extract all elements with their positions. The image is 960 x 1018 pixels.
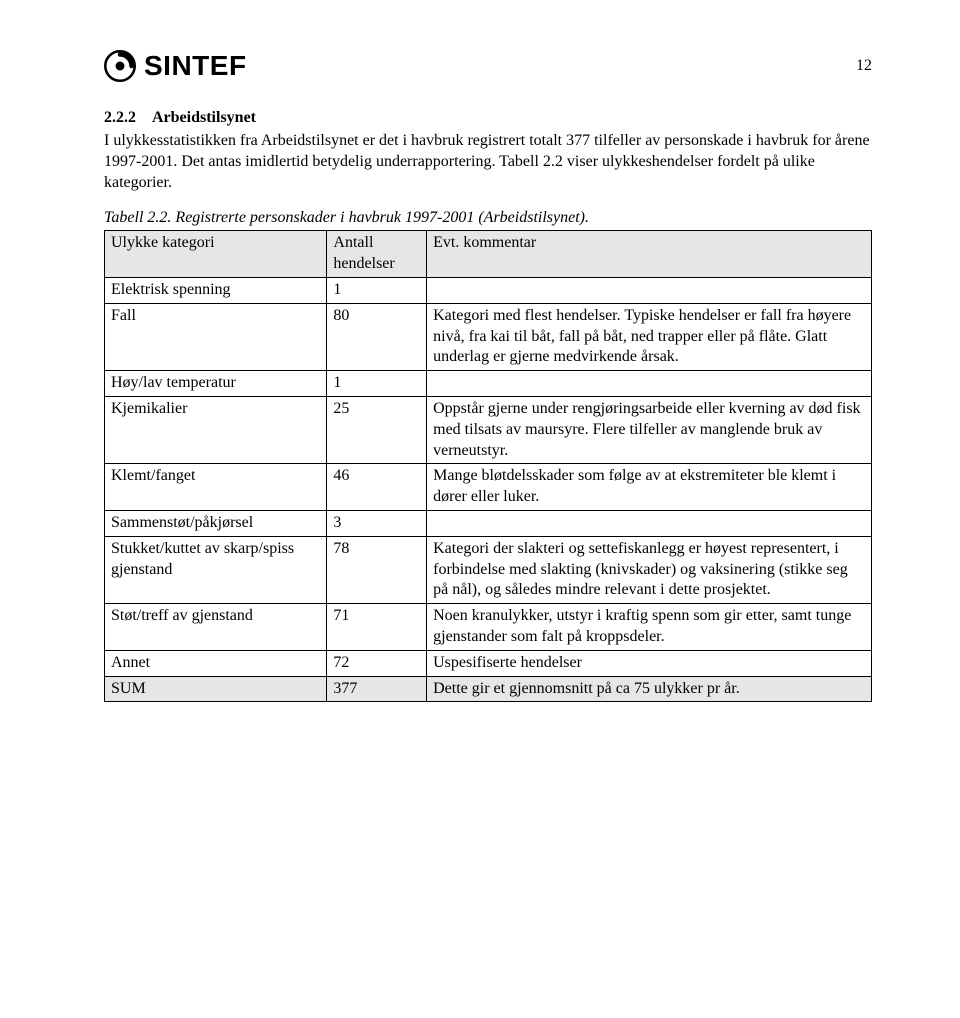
cell-comment	[427, 510, 872, 536]
cell-category: Støt/treff av gjenstand	[105, 604, 327, 651]
table-header-row: Ulykke kategori Antall hendelser Evt. ko…	[105, 231, 872, 278]
cell-count: 1	[327, 371, 427, 397]
cell-category: Elektrisk spenning	[105, 277, 327, 303]
table-row: Annet 72 Uspesifiserte hendelser	[105, 650, 872, 676]
table-row: Støt/treff av gjenstand 71 Noen kranulyk…	[105, 604, 872, 651]
cell-category: Kjemikalier	[105, 396, 327, 463]
col-count: Antall hendelser	[327, 231, 427, 278]
heading-number: 2.2.2	[104, 108, 152, 129]
cell-category: Stukket/kuttet av skarp/spiss gjenstand	[105, 536, 327, 603]
cell-count: 1	[327, 277, 427, 303]
cell-count: 71	[327, 604, 427, 651]
table-row: Sammenstøt/påkjørsel 3	[105, 510, 872, 536]
col-category: Ulykke kategori	[105, 231, 327, 278]
table-sum-row: SUM 377 Dette gir et gjennomsnitt på ca …	[105, 676, 872, 702]
cell-sum-label: SUM	[105, 676, 327, 702]
cell-sum-count: 377	[327, 676, 427, 702]
cell-comment: Kategori der slakteri og settefiskanlegg…	[427, 536, 872, 603]
sintef-icon	[104, 50, 136, 82]
section-heading: 2.2.2Arbeidstilsynet	[104, 108, 872, 129]
cell-comment: Oppstår gjerne under rengjøringsarbeide …	[427, 396, 872, 463]
cell-count: 25	[327, 396, 427, 463]
cell-sum-comment: Dette gir et gjennomsnitt på ca 75 ulykk…	[427, 676, 872, 702]
table-row: Elektrisk spenning 1	[105, 277, 872, 303]
table-row: Fall 80 Kategori med flest hendelser. Ty…	[105, 303, 872, 370]
brand-logo: SINTEF	[104, 48, 247, 84]
table-row: Klemt/fanget 46 Mange bløtdelsskader som…	[105, 464, 872, 511]
cell-comment: Kategori med flest hendelser. Typiske he…	[427, 303, 872, 370]
cell-count: 72	[327, 650, 427, 676]
table-row: Stukket/kuttet av skarp/spiss gjenstand …	[105, 536, 872, 603]
col-comment: Evt. kommentar	[427, 231, 872, 278]
table-caption: Tabell 2.2. Registrerte personskader i h…	[104, 208, 872, 229]
page-number: 12	[856, 56, 872, 77]
cell-comment: Uspesifiserte hendelser	[427, 650, 872, 676]
cell-count: 46	[327, 464, 427, 511]
cell-category: Klemt/fanget	[105, 464, 327, 511]
cell-comment	[427, 277, 872, 303]
brand-name: SINTEF	[144, 48, 247, 84]
cell-comment: Noen kranulykker, utstyr i kraftig spenn…	[427, 604, 872, 651]
cell-count: 80	[327, 303, 427, 370]
cell-count: 3	[327, 510, 427, 536]
cell-comment	[427, 371, 872, 397]
cell-category: Annet	[105, 650, 327, 676]
cell-comment: Mange bløtdelsskader som følge av at eks…	[427, 464, 872, 511]
table-row: Høy/lav temperatur 1	[105, 371, 872, 397]
cell-category: Høy/lav temperatur	[105, 371, 327, 397]
heading-title: Arbeidstilsynet	[152, 109, 256, 126]
table-body: Elektrisk spenning 1 Fall 80 Kategori me…	[105, 277, 872, 701]
page-header: SINTEF 12	[104, 48, 872, 84]
table-row: Kjemikalier 25 Oppstår gjerne under reng…	[105, 396, 872, 463]
cell-count: 78	[327, 536, 427, 603]
cell-category: Sammenstøt/påkjørsel	[105, 510, 327, 536]
accidents-table: Ulykke kategori Antall hendelser Evt. ko…	[104, 230, 872, 702]
intro-paragraph: I ulykkesstatistikken fra Arbeidstilsyne…	[104, 131, 872, 193]
cell-category: Fall	[105, 303, 327, 370]
